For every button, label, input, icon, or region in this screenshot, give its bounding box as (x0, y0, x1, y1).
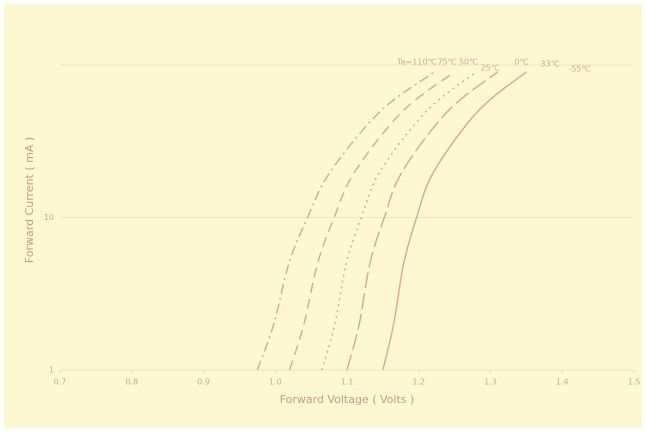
y-tick-label: 1 (49, 366, 54, 375)
x-tick-label: 0.9 (197, 378, 210, 387)
series-line (321, 71, 477, 371)
y-tick-label: 10 (44, 213, 54, 222)
series-line (382, 71, 527, 371)
series-label: 0℃ (514, 57, 528, 66)
x-tick-label: 0.8 (125, 378, 138, 387)
series-label: 25℃ (481, 63, 500, 72)
x-tick-label: 1.4 (556, 378, 569, 387)
series-label: 50℃ (459, 57, 478, 66)
annotation: -55℃ (568, 64, 590, 73)
x-tick-label: 1.1 (341, 378, 354, 387)
x-tick-label: 1.5 (628, 378, 641, 387)
x-tick-label: 1.2 (412, 378, 425, 387)
annotation: 33℃ (540, 59, 559, 68)
x-tick-label: 1.3 (484, 378, 497, 387)
x-axis-title: Forward Voltage ( Volts ) (280, 393, 415, 406)
series-line (288, 71, 456, 371)
x-tick-label: 1.0 (269, 378, 282, 387)
chart-background (4, 4, 642, 428)
series-line (256, 71, 435, 371)
series-label: Ta=110℃ (396, 57, 436, 66)
series-label: 75℃ (437, 57, 456, 66)
x-tick-label: 0.7 (54, 378, 67, 387)
y-axis-title: Forward Current ( mA ) (23, 137, 36, 263)
series-line (346, 71, 499, 371)
